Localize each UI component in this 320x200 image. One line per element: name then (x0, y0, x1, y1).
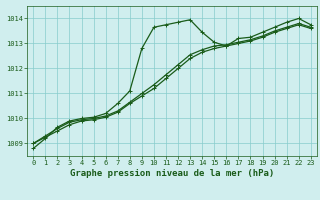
X-axis label: Graphe pression niveau de la mer (hPa): Graphe pression niveau de la mer (hPa) (70, 169, 274, 178)
